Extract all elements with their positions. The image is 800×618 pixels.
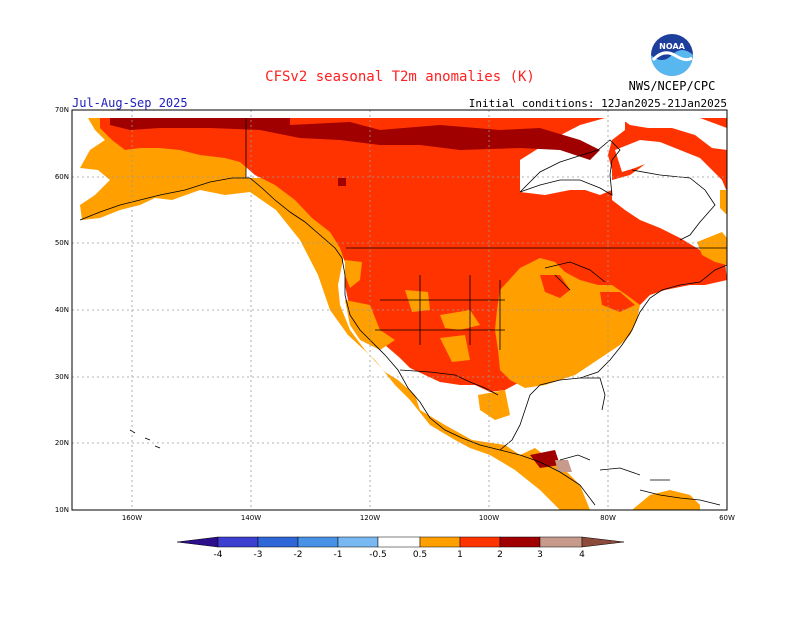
colorbar-tick-2: 2 (497, 550, 503, 560)
colorbar-tick-neg3: -3 (254, 550, 263, 560)
colorbar-cell-1-0p5 (337, 536, 379, 548)
graticule (72, 110, 727, 510)
colorbar-cell-4-3 (217, 536, 259, 548)
colorbar-tick-neg4: -4 (214, 550, 223, 560)
season-label: Jul-Aug-Sep 2025 (72, 96, 188, 110)
colorbar-tick-neg1: -1 (334, 550, 343, 560)
lat-label-60n: 60N (55, 173, 69, 181)
anomaly-2-3-arctic (110, 118, 600, 160)
anomaly-0p5-1-pacific-nw (345, 260, 362, 288)
colorbar-cell-0p5-1 (419, 536, 461, 548)
noaa-logo: NOAA (651, 34, 693, 76)
lon-label-120w: 120W (360, 514, 380, 522)
anomaly-0p5-1-alaska (80, 118, 590, 510)
colorbar: -4 -3 -2 -1 -0.5 0.5 1 2 3 4 (176, 536, 625, 560)
noaa-logo-text: NOAA (659, 42, 685, 51)
colorbar-cell-3-2 (257, 536, 299, 548)
lon-label-80w: 80W (600, 514, 616, 522)
coastlines (79, 118, 727, 506)
anomaly-2-3-yukon (338, 178, 346, 186)
lat-label-30n: 30N (55, 373, 69, 381)
lat-label-20n: 20N (55, 439, 69, 447)
colorbar-cell-2-1 (297, 536, 339, 548)
agency-label: NWS/NCEP/CPC (629, 79, 716, 93)
anomaly-2-3-central-america (530, 450, 560, 468)
lon-label-60w: 60W (719, 514, 735, 522)
map-border (71, 109, 728, 511)
no-signal-hudson-bay (520, 118, 625, 195)
colorbar-tick-neg0p5: -0.5 (369, 550, 387, 560)
colorbar-cell-2-3 (499, 536, 541, 548)
anomaly-0p5-1-eastern-us (495, 258, 640, 388)
map-title: CFSv2 seasonal T2m anomalies (K) (265, 69, 535, 85)
anomaly-0p5-1-texas (478, 390, 510, 420)
anomaly-1-2-ohio (600, 292, 635, 312)
lon-label-140w: 140W (241, 514, 261, 522)
anomaly-0p5-1-ne-canada (720, 190, 727, 215)
colorbar-tick-1: 1 (457, 550, 463, 560)
colorbar-tick-0p5: 0.5 (413, 550, 427, 560)
anomaly-1-2-great-lakes (540, 275, 570, 298)
colorbar-cell-below-4 (176, 536, 219, 548)
anomaly-0p5-1-newfoundland (697, 232, 727, 265)
no-signal-labrador (615, 140, 727, 192)
lat-label-50n: 50N (55, 239, 69, 247)
lon-label-160w: 160W (122, 514, 142, 522)
colorbar-cell-1-2 (459, 536, 501, 548)
anomaly-3-4-central-america (555, 460, 572, 472)
lon-label-100w: 100W (479, 514, 499, 522)
colorbar-cell-3-4 (539, 536, 583, 548)
initial-conditions-label: Initial conditions: 12Jan2025-21Jan2025 (469, 97, 727, 110)
lat-label-70n: 70N (55, 106, 69, 114)
colorbar-cell-above-4 (581, 536, 625, 548)
colorbar-tick-3: 3 (537, 550, 543, 560)
anomaly-0p5-1-caribbean (632, 490, 700, 510)
lat-label-10n: 10N (55, 506, 69, 514)
lat-label-40n: 40N (55, 306, 69, 314)
colorbar-tick-4: 4 (579, 550, 585, 560)
colorbar-cell-neutral (377, 536, 421, 548)
colorbar-tick-neg2: -2 (294, 550, 303, 560)
map-panel: 70N 60N 50N 40N 30N 20N 10N 160W 140W 12… (55, 106, 735, 522)
anomaly-0p5-1-nevada (405, 290, 430, 312)
anomaly-0p5-1-new-mexico (440, 335, 470, 362)
no-signal-greenland (620, 118, 727, 150)
